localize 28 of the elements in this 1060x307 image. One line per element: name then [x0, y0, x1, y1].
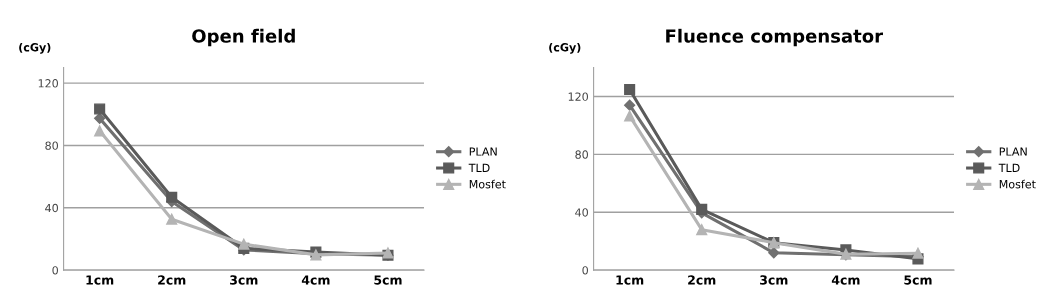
y-tick-label: 40: [45, 203, 58, 213]
legend-label: Mosfet: [999, 179, 1036, 189]
y-tick-label: 120: [38, 79, 58, 88]
x-tick-label: 5cm: [904, 275, 932, 285]
legend-label: PLAN: [469, 147, 497, 156]
chart-title: Fluence compensator: [666, 28, 884, 47]
x-tick-label: 3cm: [230, 275, 258, 285]
x-tick-label: 1cm: [616, 275, 644, 285]
legend-label: Mosfet: [469, 179, 506, 189]
y-tick-label: 80: [575, 150, 588, 159]
y-tick-label: 80: [45, 141, 58, 150]
legend-label: TLD: [468, 163, 490, 172]
y-tick-label: 120: [568, 92, 588, 101]
chart-title: Open field: [192, 28, 295, 47]
x-tick-label: 4cm: [301, 275, 330, 285]
y-axis-title: (cGy): [549, 42, 581, 54]
x-tick-label: 4cm: [831, 275, 860, 285]
y-tick-label: 0: [52, 266, 58, 275]
y-tick-label: 40: [575, 208, 588, 217]
x-tick-label: 3cm: [760, 275, 788, 285]
x-tick-label: 2cm: [688, 275, 716, 285]
x-tick-label: 1cm: [86, 275, 114, 285]
x-tick-label: 5cm: [374, 275, 402, 285]
legend-label: PLAN: [999, 147, 1027, 156]
legend-label: TLD: [998, 163, 1020, 172]
y-axis-title: (cGy): [19, 42, 51, 54]
x-tick-label: 2cm: [158, 275, 186, 285]
y-tick-label: 0: [582, 266, 588, 275]
